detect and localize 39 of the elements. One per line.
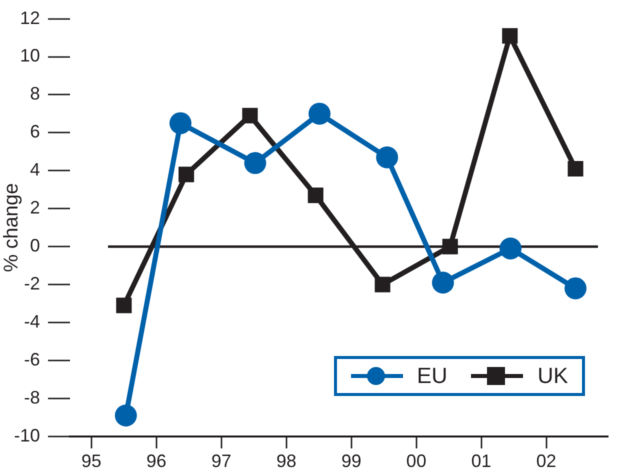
point: [376, 146, 398, 168]
point: [308, 102, 331, 125]
y-tick-label: -2: [24, 274, 40, 294]
point: [116, 298, 132, 314]
y-tick-label: 6: [30, 122, 40, 142]
point: [568, 160, 584, 177]
legend-label: UK: [537, 363, 568, 389]
point: [374, 276, 390, 292]
y-tick-label: 12: [20, 8, 40, 28]
legend-label: EU: [416, 363, 448, 389]
point: [564, 277, 587, 300]
x-tick-label: 01: [471, 451, 492, 472]
x-tick-label: 98: [276, 451, 296, 472]
point: [502, 28, 518, 44]
point: [242, 108, 258, 124]
y-tick-label: 0: [30, 236, 40, 256]
x-tick-label: 02: [536, 451, 556, 472]
y-tick-label: 8: [30, 84, 40, 104]
point: [432, 272, 454, 294]
y-tick-label: 2: [30, 198, 40, 218]
point: [178, 166, 194, 182]
point: [500, 237, 522, 260]
y-tick-label: -4: [24, 311, 40, 332]
x-tick-label: 99: [341, 451, 362, 472]
point: [308, 188, 324, 204]
y-tick-label: 10: [20, 46, 40, 66]
y-tick-label: -8: [24, 387, 40, 408]
x-tick-label: 96: [146, 451, 166, 472]
y-tick-label: -6: [24, 349, 40, 370]
point: [169, 112, 192, 134]
x-tick-label: 95: [81, 451, 102, 472]
y-axis-title: % change: [0, 183, 23, 272]
y-tick-label: -10: [14, 425, 40, 446]
x-tick-label: 00: [406, 451, 426, 472]
point: [114, 404, 137, 427]
x-tick-label: 97: [211, 451, 232, 472]
point: [442, 238, 458, 254]
y-tick-label: 4: [30, 160, 40, 180]
point: [244, 152, 266, 174]
